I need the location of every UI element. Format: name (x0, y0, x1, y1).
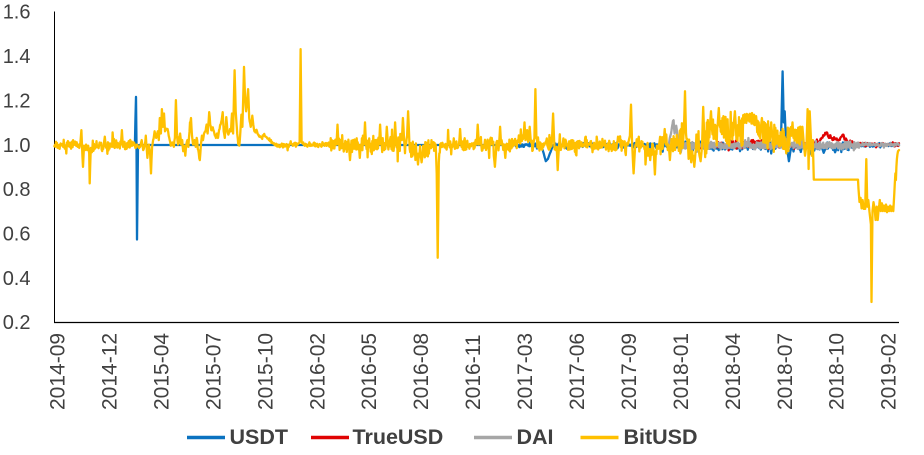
svg-text:BitUSD: BitUSD (624, 425, 698, 449)
svg-text:2018-04: 2018-04 (722, 333, 745, 410)
svg-text:2016-11: 2016-11 (462, 334, 485, 410)
svg-text:0.4: 0.4 (3, 268, 31, 290)
svg-text:2019-02: 2019-02 (878, 333, 901, 410)
svg-text:2016-05: 2016-05 (358, 333, 381, 410)
svg-text:2015-10: 2015-10 (254, 333, 277, 410)
svg-text:1.4: 1.4 (3, 46, 31, 68)
svg-text:2018-07: 2018-07 (774, 333, 797, 410)
svg-text:2015-04: 2015-04 (151, 333, 174, 410)
svg-text:1.0: 1.0 (3, 135, 31, 157)
svg-text:2014-09: 2014-09 (47, 333, 70, 410)
svg-text:2015-07: 2015-07 (202, 333, 225, 410)
svg-text:2017-03: 2017-03 (514, 333, 537, 410)
svg-text:2018-01: 2018-01 (670, 333, 693, 410)
svg-text:DAI: DAI (517, 425, 554, 449)
svg-text:USDT: USDT (230, 425, 289, 449)
svg-text:2016-02: 2016-02 (306, 333, 329, 410)
svg-text:2016-08: 2016-08 (410, 333, 433, 410)
svg-text:TrueUSD: TrueUSD (353, 425, 444, 449)
svg-text:2017-06: 2017-06 (566, 333, 589, 410)
svg-text:0.6: 0.6 (3, 224, 31, 246)
svg-text:0.2: 0.2 (3, 312, 31, 334)
svg-text:2018-10: 2018-10 (826, 333, 849, 410)
svg-text:1.2: 1.2 (3, 90, 31, 112)
svg-text:1.6: 1.6 (3, 2, 31, 24)
svg-text:2014-12: 2014-12 (99, 333, 122, 410)
svg-text:0.8: 0.8 (3, 179, 31, 201)
svg-text:2017-09: 2017-09 (618, 333, 641, 410)
